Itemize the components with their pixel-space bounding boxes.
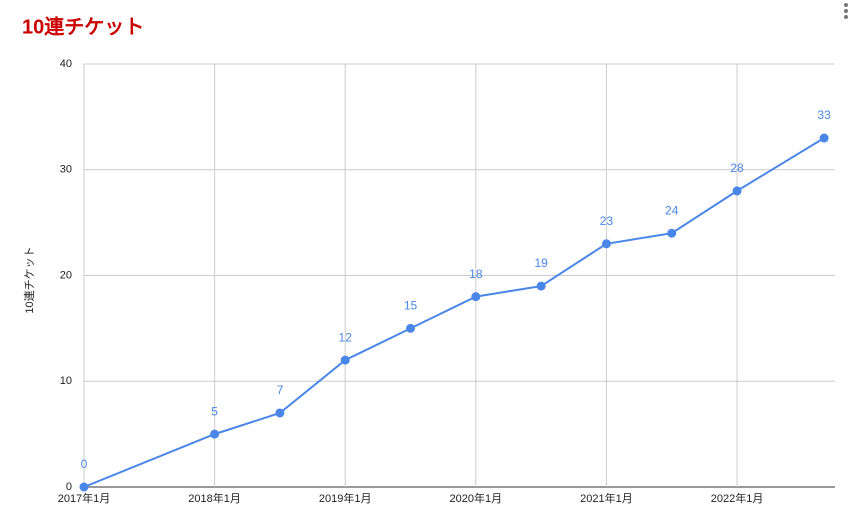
point <box>601 239 611 249</box>
data-label: 7 <box>277 383 284 397</box>
y-tick-label: 20 <box>60 269 72 281</box>
y-tick-label: 10 <box>60 375 72 387</box>
point <box>667 228 677 238</box>
menu-dot[interactable] <box>844 3 848 7</box>
point <box>275 408 285 418</box>
point <box>819 133 829 143</box>
x-tick-label: 2021年1月 <box>580 491 633 505</box>
data-label: 18 <box>469 267 483 281</box>
point <box>536 281 546 291</box>
point <box>79 482 89 492</box>
data-label: 19 <box>534 256 548 270</box>
data-label: 23 <box>600 214 614 228</box>
y-tick-label: 40 <box>60 58 72 70</box>
data-label: 33 <box>817 108 831 122</box>
y-tick-label: 0 <box>66 481 72 493</box>
point <box>732 186 742 196</box>
y-tick-label: 30 <box>60 164 72 176</box>
x-tick-label: 2018年1月 <box>188 491 241 505</box>
data-label: 24 <box>665 203 679 217</box>
point <box>471 292 481 302</box>
menu-dot[interactable] <box>844 9 848 13</box>
data-label: 0 <box>81 457 88 471</box>
point <box>340 355 350 365</box>
chart-title: 10連チケット <box>22 14 144 38</box>
data-label: 15 <box>404 299 418 313</box>
x-tick-label: 2017年1月 <box>58 491 111 505</box>
data-label: 28 <box>730 161 744 175</box>
menu-icon[interactable] <box>844 3 848 19</box>
menu-dot[interactable] <box>844 15 848 19</box>
data-label: 12 <box>339 330 353 344</box>
data-label: 5 <box>211 404 218 418</box>
x-tick-label: 2022年1月 <box>711 491 764 505</box>
point <box>406 323 416 333</box>
x-tick-label: 2019年1月 <box>319 491 372 505</box>
y-axis-label: 10連チケット <box>22 246 36 313</box>
x-tick-label: 2020年1月 <box>450 491 503 505</box>
point <box>210 429 220 439</box>
